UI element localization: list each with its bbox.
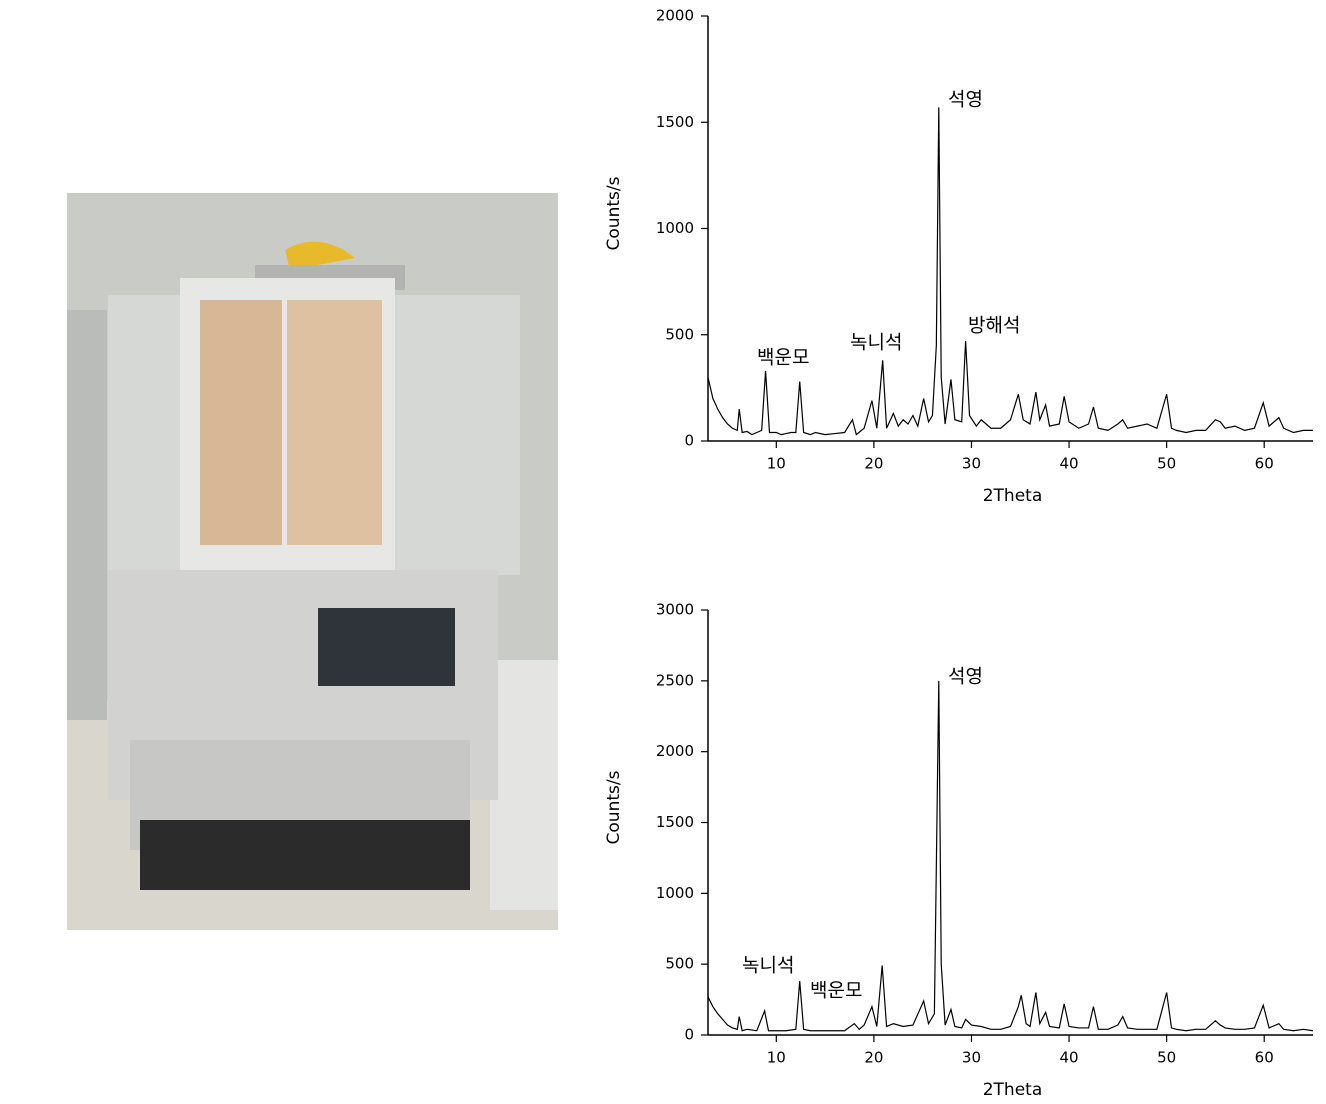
y-tick-label: 0 bbox=[684, 1026, 694, 1044]
peak-annotation: 녹니석 bbox=[742, 955, 794, 977]
x-tick-label: 30 bbox=[962, 455, 981, 473]
y-tick-label: 1000 bbox=[656, 884, 694, 902]
x-tick-label: 60 bbox=[1255, 1049, 1274, 1067]
x-tick-label: 20 bbox=[864, 455, 883, 473]
x-tick-label: 10 bbox=[767, 1049, 786, 1067]
y-tick-label: 1500 bbox=[656, 113, 694, 131]
peak-annotation: 방해석 bbox=[968, 315, 1020, 337]
peak-annotation: 백운모 bbox=[810, 980, 862, 1002]
y-tick-label: 500 bbox=[665, 325, 694, 343]
y-axis-label: Counts/s bbox=[604, 176, 624, 250]
instrument-photo bbox=[67, 193, 558, 930]
x-tick-label: 10 bbox=[767, 455, 786, 473]
x-tick-label: 40 bbox=[1060, 1049, 1079, 1067]
x-tick-label: 60 bbox=[1255, 455, 1274, 473]
y-tick-label: 2500 bbox=[656, 671, 694, 689]
y-tick-label: 3000 bbox=[656, 601, 694, 619]
x-tick-label: 40 bbox=[1060, 455, 1079, 473]
peak-annotation: 백운모 bbox=[757, 347, 809, 369]
peak-annotation: 석영 bbox=[948, 89, 983, 111]
x-tick-label: 30 bbox=[962, 1049, 981, 1067]
x-axis-label: 2Theta bbox=[983, 486, 1043, 506]
x-tick-label: 50 bbox=[1157, 455, 1176, 473]
y-tick-label: 500 bbox=[665, 955, 694, 973]
data-line bbox=[707, 680, 1314, 1032]
data-line bbox=[707, 107, 1313, 436]
y-tick-label: 2000 bbox=[656, 7, 694, 25]
x-tick-label: 20 bbox=[864, 1049, 883, 1067]
peak-annotation: 녹니석 bbox=[850, 332, 902, 354]
x-tick-label: 50 bbox=[1157, 1049, 1176, 1067]
y-tick-label: 1500 bbox=[656, 813, 694, 831]
y-axis-label: Counts/s bbox=[604, 770, 624, 844]
y-tick-label: 0 bbox=[684, 432, 694, 450]
peak-annotation: 석영 bbox=[948, 666, 983, 688]
x-axis-label: 2Theta bbox=[983, 1080, 1043, 1100]
y-tick-label: 1000 bbox=[656, 219, 694, 237]
y-tick-label: 2000 bbox=[656, 742, 694, 760]
